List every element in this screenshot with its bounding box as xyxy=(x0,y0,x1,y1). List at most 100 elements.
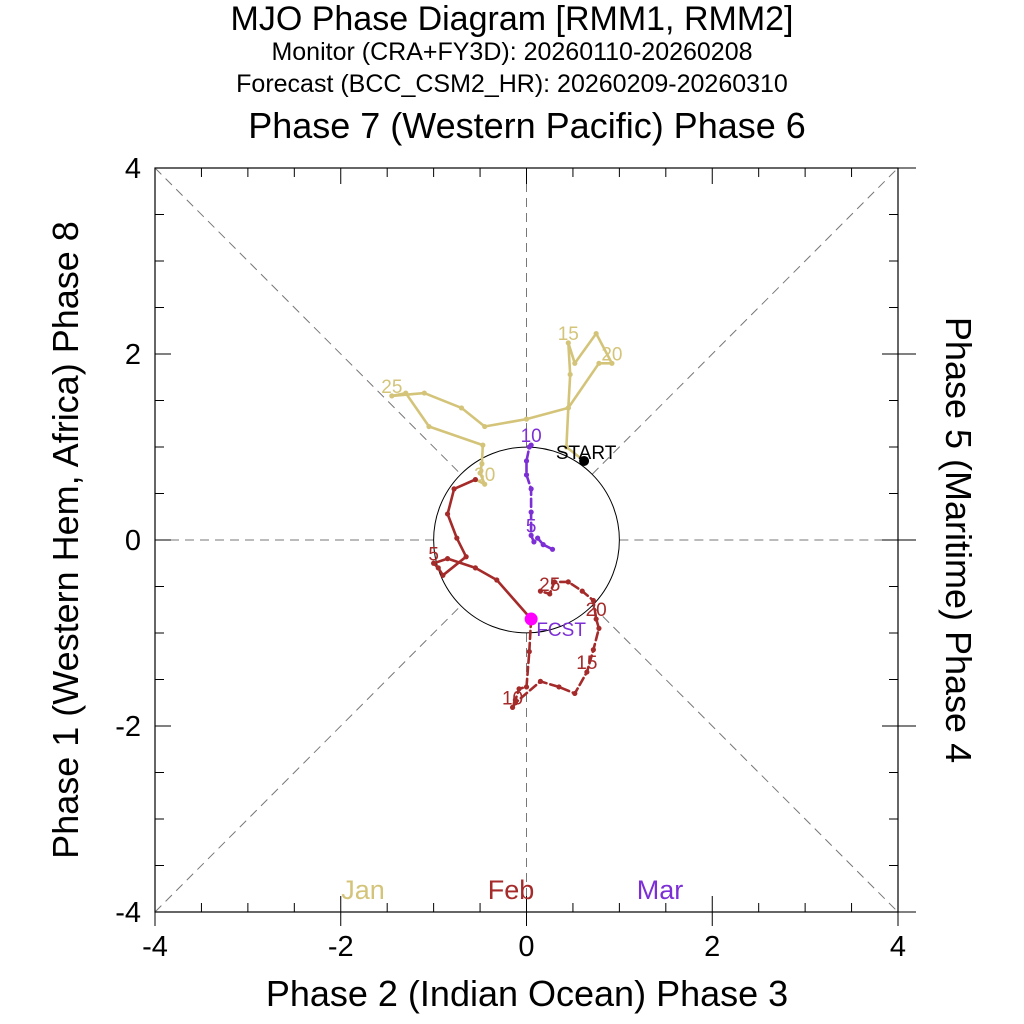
y-tick-label: 4 xyxy=(125,153,141,185)
x-tick-label: 4 xyxy=(890,931,906,963)
data-point-jan xyxy=(593,330,599,337)
day-label: 20 xyxy=(601,344,622,365)
data-point-feb xyxy=(572,690,578,697)
day-label: 30 xyxy=(474,465,495,486)
x-tick-label: -4 xyxy=(142,931,168,963)
data-point-jan xyxy=(596,360,602,366)
data-point-mar xyxy=(531,539,537,545)
data-point-feb xyxy=(435,565,441,571)
series-line-feb xyxy=(432,478,533,621)
day-label: 20 xyxy=(586,600,607,621)
data-point-mar xyxy=(549,546,556,552)
data-point-jan xyxy=(403,390,409,396)
diagonal-guide xyxy=(154,605,462,913)
data-point-feb xyxy=(431,560,437,566)
data-point-feb xyxy=(584,669,590,675)
data-point-jan xyxy=(563,444,570,450)
data-point-mar xyxy=(528,532,534,538)
data-point-feb xyxy=(590,647,596,653)
data-point-jan xyxy=(477,470,483,476)
month-legend-jan: Jan xyxy=(341,875,385,905)
data-point-jan xyxy=(572,360,578,366)
data-point-feb xyxy=(593,616,599,622)
chart-subtitle-forecast: Forecast (BCC_CSM2_HR): 20260209-2026031… xyxy=(236,70,788,98)
y-tick-label: 2 xyxy=(125,339,141,371)
data-point-feb xyxy=(472,476,479,483)
data-point-feb xyxy=(463,554,469,560)
data-point-feb xyxy=(547,591,553,597)
data-point-feb xyxy=(509,704,516,711)
data-point-jan xyxy=(565,405,571,411)
data-point-feb xyxy=(556,684,562,690)
data-point-mar xyxy=(523,472,530,478)
top-phase-label: Phase 7 (Western Pacific) Phase 6 xyxy=(248,105,806,146)
data-point-mar xyxy=(528,442,534,448)
data-point-feb xyxy=(516,686,522,692)
data-point-feb xyxy=(537,588,544,594)
day-label: 5 xyxy=(428,544,439,565)
day-label: 10 xyxy=(521,426,542,447)
start-marker xyxy=(579,455,590,466)
data-point-jan xyxy=(523,416,530,422)
data-point-mar xyxy=(528,486,534,492)
right-axis-label: Phase 5 (Maritime) Phase 4 xyxy=(938,317,979,763)
data-point-jan xyxy=(609,360,615,366)
day-label: 15 xyxy=(576,653,597,674)
data-point-feb xyxy=(526,649,532,655)
day-label: 25 xyxy=(539,575,560,596)
data-point-feb xyxy=(596,625,602,631)
y-axis-label: Phase 1 (Western Hem, Africa) Phase 8 xyxy=(45,221,86,859)
chart-subtitle-monitor: Monitor (CRA+FY3D): 20260110-20260208 xyxy=(271,38,752,66)
chart-title: MJO Phase Diagram [RMM1, RMM2] xyxy=(231,0,794,38)
data-point-jan xyxy=(567,371,573,378)
data-point-feb xyxy=(444,556,451,562)
data-point-feb xyxy=(494,577,500,583)
month-legend-feb: Feb xyxy=(488,875,535,905)
day-label: 10 xyxy=(502,688,523,709)
data-point-mar xyxy=(523,458,530,464)
data-point-jan xyxy=(482,481,488,487)
data-point-feb xyxy=(551,579,557,585)
data-point-mar xyxy=(535,535,541,541)
start-label: START xyxy=(556,443,617,464)
x-axis-label: Phase 2 (Indian Ocean) Phase 3 xyxy=(266,973,788,1014)
diagonal-guide xyxy=(591,605,899,913)
diagonal-guide xyxy=(154,167,462,475)
data-point-feb xyxy=(444,511,451,517)
data-point-feb xyxy=(440,572,446,578)
x-tick-label: -2 xyxy=(328,931,354,963)
data-point-jan xyxy=(480,442,486,448)
data-point-jan xyxy=(389,393,395,399)
x-tick-label: 0 xyxy=(518,931,534,963)
data-point-jan xyxy=(482,423,488,430)
y-tick-label: -4 xyxy=(115,897,141,929)
data-point-feb xyxy=(537,678,544,684)
forecast-label: FCST xyxy=(536,620,586,641)
data-point-feb xyxy=(565,579,571,585)
data-point-jan xyxy=(458,405,465,411)
unit-circle xyxy=(433,446,620,634)
data-point-jan xyxy=(426,423,432,430)
x-tick-label: 2 xyxy=(704,931,720,963)
data-point-feb xyxy=(590,597,596,604)
data-point-feb xyxy=(451,486,457,492)
data-point-feb xyxy=(454,535,460,541)
forecast-start-marker xyxy=(524,612,538,626)
plot-area: -4-4 -2 -2 0 0 2 2 4 4 15 20 25 30 5 10 15 20 25 5 10 START F… xyxy=(115,153,916,963)
month-legend-mar: Mar xyxy=(637,875,684,905)
data-point-mar xyxy=(528,509,534,515)
y-tick-label: -2 xyxy=(115,711,141,743)
data-point-jan xyxy=(565,340,571,346)
day-label: 25 xyxy=(381,377,402,398)
data-point-feb xyxy=(579,588,585,594)
day-label: 15 xyxy=(558,324,579,345)
data-point-mar xyxy=(540,542,546,548)
data-point-feb xyxy=(523,684,530,690)
day-label: 5 xyxy=(526,516,537,537)
data-point-jan xyxy=(421,390,427,396)
y-tick-label: 0 xyxy=(125,525,141,557)
data-point-feb xyxy=(512,700,518,706)
data-point-feb xyxy=(472,565,479,571)
series-line-jan xyxy=(390,332,614,486)
